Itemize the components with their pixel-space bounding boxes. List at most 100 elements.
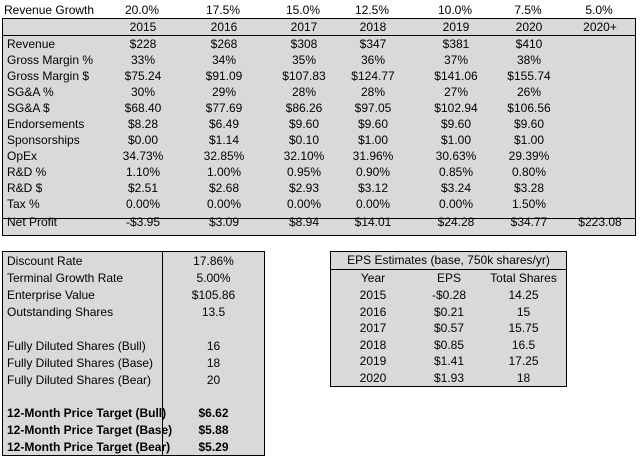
eps-cell: 2015 xyxy=(359,288,387,302)
diluted-base-value: 18 xyxy=(206,356,221,370)
table-row: Net Profit -$3.95 $3.09 $8.94 $14.01 $24.28 $3… xyxy=(3,214,635,230)
eps-row: 2019 $1.41 17.25 xyxy=(331,353,566,370)
row-value: $1.14 xyxy=(208,133,240,147)
eps-estimates-panel: EPS Estimates (base, 750k shares/yr) Yea… xyxy=(330,251,567,387)
year-header: 2018 xyxy=(359,20,387,34)
row-value: $1.00 xyxy=(357,133,389,147)
target-bear-value: $5.29 xyxy=(198,440,229,454)
row-value: $3.12 xyxy=(357,181,389,195)
diluted-bear-value: 20 xyxy=(206,373,221,387)
row-label: Net Profit xyxy=(7,215,58,229)
row-value: 33% xyxy=(130,53,156,67)
row-value xyxy=(565,132,635,148)
row-label: SG&A % xyxy=(7,85,54,99)
row-value: $8.28 xyxy=(127,117,159,131)
row-value: 0.00% xyxy=(206,197,242,211)
eps-cell: $1.93 xyxy=(433,370,465,385)
row-value: 26% xyxy=(516,85,542,99)
diluted-bull-row: Fully Diluted Shares (Bull) 16 xyxy=(3,338,264,355)
row-value: 28% xyxy=(360,85,386,99)
valuation-column-divider xyxy=(162,252,163,455)
row-value: $75.24 xyxy=(124,69,162,83)
table-row: SG&A % 30% 29% 28% 28% 27% 26% xyxy=(3,84,635,100)
row-value: $155.74 xyxy=(507,69,551,83)
diluted-base-label: Fully Diluted Shares (Base) xyxy=(7,356,154,370)
eps-cell: 17.25 xyxy=(508,354,539,368)
row-value: $3.09 xyxy=(208,215,240,229)
row-value: $86.26 xyxy=(285,101,323,115)
year-header: 2016 xyxy=(210,20,238,34)
row-value: $91.09 xyxy=(205,69,243,83)
target-bull-value: $6.62 xyxy=(198,406,229,420)
row-value: 32.10% xyxy=(283,149,325,163)
eps-cell: 2017 xyxy=(359,321,387,335)
row-value: $381 xyxy=(442,37,470,51)
eps-header-shares: Total Shares xyxy=(490,271,557,285)
row-value: $3.28 xyxy=(513,181,545,195)
growth-rate-2018: 12.5% xyxy=(354,3,390,17)
row-value: $102.94 xyxy=(434,101,478,115)
eps-row: 2017 $0.57 15.75 xyxy=(331,320,566,337)
row-label: Tax % xyxy=(7,197,40,211)
eps-row: 2015 -$0.28 14.25 xyxy=(331,287,566,304)
revenue-growth-row: Revenue Growth 20.0% 17.5% 15.0% 12.5% 1… xyxy=(0,2,640,18)
eps-row: 2018 $0.85 16.5 xyxy=(331,337,566,354)
row-value: $1.00 xyxy=(440,133,472,147)
row-value: $68.40 xyxy=(124,101,162,115)
discount-rate-label: Discount Rate xyxy=(7,254,83,268)
row-value: 0.00% xyxy=(355,197,391,211)
row-value xyxy=(565,180,635,196)
outstanding-shares-row: Outstanding Shares 13.5 xyxy=(3,304,264,321)
eps-cell: $0.21 xyxy=(433,304,465,319)
eps-header-row: Year EPS Total Shares xyxy=(331,270,566,287)
year-header: 2020 xyxy=(515,20,543,34)
table-row: R&D $ $2.51 $2.68 $2.93 $3.12 $3.24 $3.28 xyxy=(3,180,635,196)
projections-table: 2015 2016 2017 2018 2019 2020 2020+ Reve… xyxy=(2,18,636,236)
row-value xyxy=(565,148,635,164)
row-value: 32.85% xyxy=(203,149,245,163)
row-value: 0.95% xyxy=(286,165,322,179)
row-value: $8.94 xyxy=(288,215,320,229)
table-row: Revenue $228 $268 $308 $347 $381 $410 xyxy=(3,36,635,52)
year-header: 2017 xyxy=(290,20,318,34)
row-value: $9.60 xyxy=(288,117,320,131)
row-value: $410 xyxy=(515,37,543,51)
growth-rate-2015: 20.0% xyxy=(124,3,160,17)
valuation-panel: Discount Rate 17.86% Terminal Growth Rat… xyxy=(2,251,265,456)
row-value: 1.00% xyxy=(206,165,242,179)
row-value xyxy=(565,84,635,100)
table-row: Gross Margin $ $75.24 $91.09 $107.83 $124.77… xyxy=(3,68,635,84)
eps-row: 2020 $1.93 18 xyxy=(331,370,566,387)
target-bear-row: 12-Month Price Target (Bear) $5.29 xyxy=(3,439,264,456)
discount-rate-value: 17.86% xyxy=(193,254,234,268)
eps-cell: 14.25 xyxy=(508,288,539,302)
terminal-growth-value: 5.00% xyxy=(196,271,231,285)
eps-cell: 18 xyxy=(516,370,531,385)
table-row: Sponsorships $0.00 $1.14 $0.10 $1.00 $1.00 $1.… xyxy=(3,132,635,148)
row-value: 1.10% xyxy=(125,165,161,179)
row-value: 1.50% xyxy=(511,197,547,211)
eps-cell: 2019 xyxy=(359,354,387,368)
eps-cell: 15.75 xyxy=(508,321,539,335)
row-value: 0.85% xyxy=(438,165,474,179)
row-value: $0.10 xyxy=(288,133,320,147)
diluted-bear-row: Fully Diluted Shares (Bear) 20 xyxy=(3,372,264,389)
eps-cell: 15 xyxy=(516,304,531,319)
row-value: $347 xyxy=(359,37,387,51)
discount-rate-row: Discount Rate 17.86% xyxy=(3,253,264,270)
row-value: 0.00% xyxy=(125,197,161,211)
growth-rate-2016: 17.5% xyxy=(205,3,241,17)
eps-cell: 2018 xyxy=(359,337,387,352)
table-row: Tax % 0.00% 0.00% 0.00% 0.00% 0.00% 1.50% xyxy=(3,196,635,212)
row-value: $1.00 xyxy=(513,133,545,147)
row-value: 28% xyxy=(291,85,317,99)
diluted-bull-value: 16 xyxy=(206,339,221,353)
eps-cell: 2020 xyxy=(359,370,387,385)
row-value xyxy=(565,196,635,212)
row-value xyxy=(565,68,635,84)
row-label: R&D % xyxy=(7,165,47,179)
row-value: 29% xyxy=(211,85,237,99)
eps-cell: $0.57 xyxy=(433,321,465,335)
year-header: 2015 xyxy=(129,20,157,34)
row-label: Endorsements xyxy=(7,117,85,131)
